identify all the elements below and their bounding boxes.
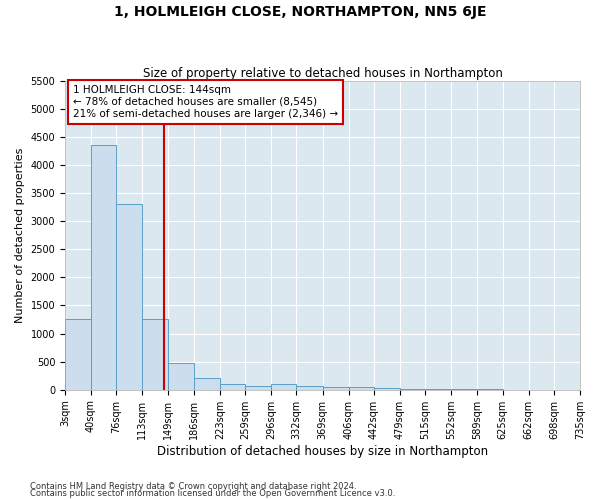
Y-axis label: Number of detached properties: Number of detached properties <box>15 148 25 323</box>
Bar <box>296 386 323 390</box>
X-axis label: Distribution of detached houses by size in Northampton: Distribution of detached houses by size … <box>157 444 488 458</box>
Bar <box>220 384 245 390</box>
Text: 1 HOLMLEIGH CLOSE: 144sqm
← 78% of detached houses are smaller (8,545)
21% of se: 1 HOLMLEIGH CLOSE: 144sqm ← 78% of detac… <box>73 86 338 118</box>
Bar <box>65 320 91 390</box>
Bar <box>271 384 296 390</box>
Bar <box>349 387 374 390</box>
Bar <box>194 378 220 390</box>
Bar <box>116 204 142 390</box>
Bar <box>374 388 400 390</box>
Bar <box>323 387 349 390</box>
Bar <box>168 363 194 390</box>
Bar <box>425 389 451 390</box>
Bar <box>400 388 425 390</box>
Text: Contains HM Land Registry data © Crown copyright and database right 2024.: Contains HM Land Registry data © Crown c… <box>30 482 356 491</box>
Text: 1, HOLMLEIGH CLOSE, NORTHAMPTON, NN5 6JE: 1, HOLMLEIGH CLOSE, NORTHAMPTON, NN5 6JE <box>114 5 486 19</box>
Bar <box>245 386 271 390</box>
Title: Size of property relative to detached houses in Northampton: Size of property relative to detached ho… <box>143 66 502 80</box>
Bar <box>142 320 168 390</box>
Bar <box>91 146 116 390</box>
Text: Contains public sector information licensed under the Open Government Licence v3: Contains public sector information licen… <box>30 489 395 498</box>
